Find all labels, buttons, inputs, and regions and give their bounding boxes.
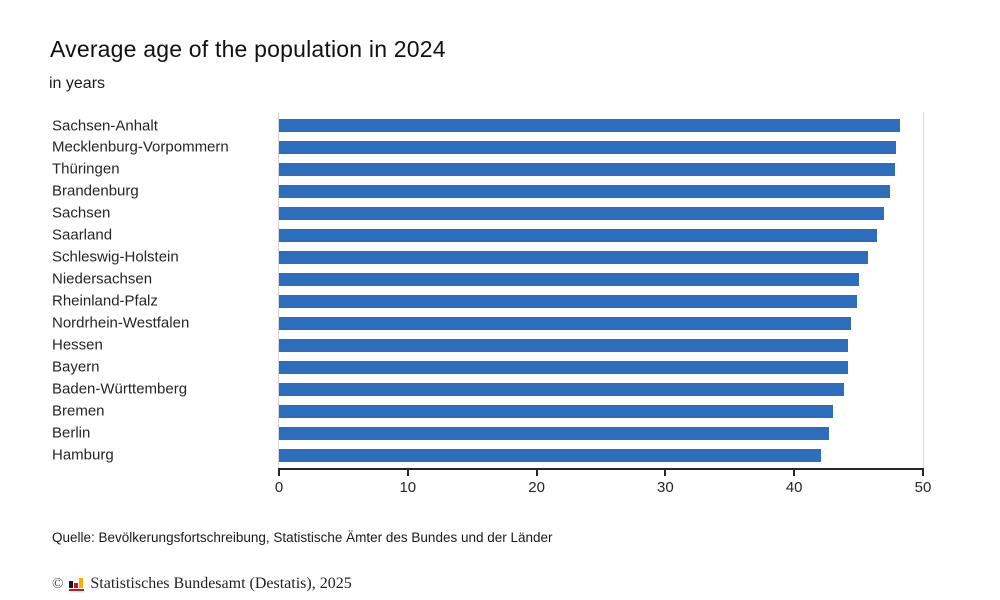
source-note: Quelle: Bevölkerungsfortschreibung, Stat…: [52, 530, 553, 545]
copyright-icon: ©: [52, 575, 64, 592]
bar: [279, 316, 851, 330]
bar: [279, 338, 849, 352]
copyright-text: Statistisches Bundesamt (Destatis), 2025: [90, 575, 352, 592]
bar: [279, 294, 858, 308]
category-label: Bayern: [52, 358, 100, 376]
bar: [279, 206, 885, 220]
x-axis-tick-label: 10: [399, 479, 417, 496]
category-label: Schleswig-Holstein: [52, 248, 179, 266]
x-axis-tick: [406, 470, 409, 476]
bar: [279, 426, 829, 440]
bar: [279, 162, 895, 176]
category-label: Thüringen: [52, 160, 120, 178]
chart-title: Average age of the population in 2024: [50, 36, 446, 62]
category-label: Berlin: [52, 424, 91, 442]
x-axis-tick: [535, 470, 538, 476]
bar: [279, 228, 877, 242]
x-axis-tick: [793, 470, 796, 476]
category-label: Baden-Württemberg: [52, 380, 188, 398]
chart-subtitle: in years: [49, 75, 106, 92]
category-label: Hamburg: [52, 446, 114, 464]
category-label: Rheinland-Pfalz: [52, 292, 158, 310]
footer-copyright: © Statistisches Bundesamt (Destatis), 20…: [52, 575, 352, 593]
x-axis-tick: [664, 470, 667, 476]
bar: [279, 360, 849, 374]
bar: [279, 404, 833, 418]
category-label: Brandenburg: [52, 182, 139, 200]
category-label: Sachsen: [52, 204, 111, 222]
x-axis-tick-label: 0: [274, 479, 284, 496]
category-label: Mecklenburg-Vorpommern: [52, 138, 229, 156]
destatis-bar-chart-logo-icon: [69, 577, 85, 591]
x-axis-tick-label: 50: [914, 479, 932, 496]
category-label: Niedersachsen: [52, 270, 153, 288]
bar: [279, 250, 868, 264]
category-label: Saarland: [52, 226, 113, 244]
x-axis-tick: [922, 470, 924, 476]
bar: [279, 272, 859, 286]
x-axis-tick-label: 30: [657, 479, 674, 496]
category-label: Bremen: [52, 402, 105, 420]
bar: [279, 119, 900, 132]
bar: [279, 184, 890, 198]
category-label: Hessen: [52, 336, 103, 354]
x-axis-tick-label: 20: [528, 479, 545, 496]
category-label: Nordrhein-Westfalen: [52, 314, 190, 332]
x-axis-line: [278, 468, 924, 470]
bar: [279, 140, 896, 154]
x-axis-tick: [278, 470, 280, 476]
plot-area: 0 10 20 30 40 50: [275, 112, 931, 496]
category-label: Sachsen-Anhalt: [52, 117, 158, 134]
bar: [279, 448, 822, 462]
bar: [279, 382, 845, 396]
x-axis-tick-label: 40: [785, 479, 803, 496]
